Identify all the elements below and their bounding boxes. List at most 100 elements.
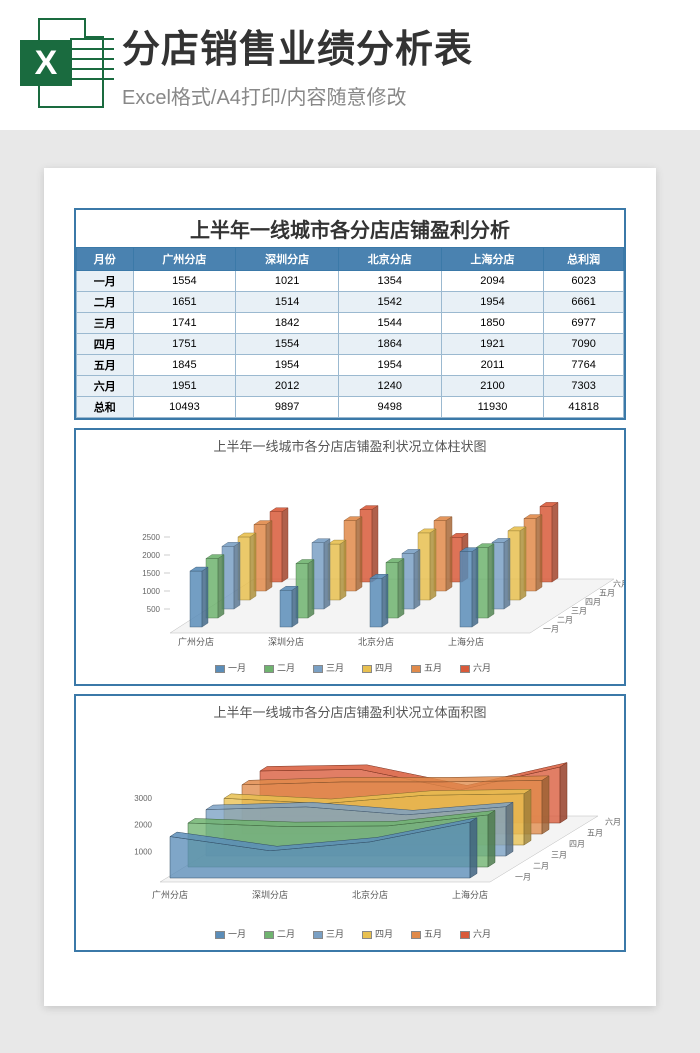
table-row: 总和10493989794981193041818 bbox=[77, 397, 624, 418]
table-cell: 1951 bbox=[133, 376, 236, 397]
table-cell: 2094 bbox=[441, 271, 544, 292]
area-chart-legend: 一月二月三月四月五月六月 bbox=[76, 923, 624, 944]
table-header-cell: 深圳分店 bbox=[236, 248, 339, 271]
svg-text:三月: 三月 bbox=[571, 607, 587, 616]
svg-text:三月: 三月 bbox=[551, 851, 567, 860]
table-cell: 10493 bbox=[133, 397, 236, 418]
svg-text:五月: 五月 bbox=[587, 829, 603, 838]
svg-text:广州分店: 广州分店 bbox=[178, 636, 214, 647]
data-table-container: 上半年一线城市各分店店铺盈利分析 月份广州分店深圳分店北京分店上海分店总利润 一… bbox=[74, 208, 626, 420]
area-chart-title: 上半年一线城市各分店店铺盈利状况立体面积图 bbox=[76, 696, 624, 723]
table-cell: 6977 bbox=[544, 313, 624, 334]
table-title: 上半年一线城市各分店店铺盈利分析 bbox=[76, 210, 624, 247]
table-cell: 1954 bbox=[441, 292, 544, 313]
table-cell: 6023 bbox=[544, 271, 624, 292]
table-cell: 7090 bbox=[544, 334, 624, 355]
svg-text:北京分店: 北京分店 bbox=[352, 889, 388, 900]
document-page: 包图网 包图网 包图网 包图网 上半年一线城市各分店店铺盈利分析 月份广州分店深… bbox=[44, 168, 656, 1006]
excel-icon: X bbox=[20, 18, 104, 108]
table-row: 三月17411842154418506977 bbox=[77, 313, 624, 334]
svg-text:深圳分店: 深圳分店 bbox=[268, 636, 304, 647]
bar-chart-title: 上半年一线城市各分店店铺盈利状况立体柱状图 bbox=[76, 430, 624, 457]
table-cell: 9897 bbox=[236, 397, 339, 418]
table-header-cell: 广州分店 bbox=[133, 248, 236, 271]
bar-chart-container: 上半年一线城市各分店店铺盈利状况立体柱状图 500 1000 1500 2000 250… bbox=[74, 428, 626, 686]
table-row: 一月15541021135420946023 bbox=[77, 271, 624, 292]
area-chart-svg: 1000 2000 3000 一月二月三月四月五月六月广州分店 深圳分店 北京分店 上海分店 bbox=[76, 723, 624, 923]
page-subtitle: Excel格式/A4打印/内容随意修改 bbox=[122, 81, 680, 110]
table-row: 五月18451954195420117764 bbox=[77, 355, 624, 376]
table-cell: 1842 bbox=[236, 313, 339, 334]
table-cell: 1554 bbox=[236, 334, 339, 355]
svg-text:四月: 四月 bbox=[585, 598, 601, 607]
svg-text:二月: 二月 bbox=[533, 862, 549, 871]
table-cell: 1751 bbox=[133, 334, 236, 355]
table-row: 二月16511514154219546661 bbox=[77, 292, 624, 313]
table-row: 六月19512012124021007303 bbox=[77, 376, 624, 397]
table-cell: 四月 bbox=[77, 334, 134, 355]
table-cell: 1651 bbox=[133, 292, 236, 313]
table-cell: 7303 bbox=[544, 376, 624, 397]
svg-text:六月: 六月 bbox=[613, 579, 624, 589]
svg-text:广州分店: 广州分店 bbox=[152, 889, 188, 900]
table-cell: 1850 bbox=[441, 313, 544, 334]
table-header-cell: 上海分店 bbox=[441, 248, 544, 271]
svg-text:1000: 1000 bbox=[142, 587, 160, 596]
table-cell: 11930 bbox=[441, 397, 544, 418]
table-cell: 三月 bbox=[77, 313, 134, 334]
table-header-cell: 北京分店 bbox=[338, 248, 441, 271]
svg-text:深圳分店: 深圳分店 bbox=[252, 889, 288, 900]
table-cell: 1514 bbox=[236, 292, 339, 313]
table-cell: 二月 bbox=[77, 292, 134, 313]
svg-text:500: 500 bbox=[147, 605, 161, 614]
table-cell: 1542 bbox=[338, 292, 441, 313]
svg-text:六月: 六月 bbox=[605, 817, 621, 827]
svg-text:3000: 3000 bbox=[134, 794, 152, 803]
svg-text:四月: 四月 bbox=[569, 840, 585, 849]
svg-text:2500: 2500 bbox=[142, 533, 160, 542]
page-title: 分店销售业绩分析表 bbox=[122, 18, 680, 73]
svg-text:1500: 1500 bbox=[142, 569, 160, 578]
bar-chart-legend: 一月二月三月四月五月六月 bbox=[76, 657, 624, 678]
svg-text:1000: 1000 bbox=[134, 847, 152, 856]
table-cell: 2100 bbox=[441, 376, 544, 397]
template-header: X 分店销售业绩分析表 Excel格式/A4打印/内容随意修改 bbox=[0, 0, 700, 130]
svg-text:二月: 二月 bbox=[557, 616, 573, 625]
table-cell: 1021 bbox=[236, 271, 339, 292]
table-cell: 五月 bbox=[77, 355, 134, 376]
table-cell: 一月 bbox=[77, 271, 134, 292]
svg-text:北京分店: 北京分店 bbox=[358, 636, 394, 647]
table-cell: 7764 bbox=[544, 355, 624, 376]
table-header-cell: 总利润 bbox=[544, 248, 624, 271]
svg-text:上海分店: 上海分店 bbox=[448, 636, 484, 647]
svg-text:2000: 2000 bbox=[134, 821, 152, 830]
table-cell: 1554 bbox=[133, 271, 236, 292]
data-table: 月份广州分店深圳分店北京分店上海分店总利润 一月1554102113542094… bbox=[76, 247, 624, 418]
svg-text:上海分店: 上海分店 bbox=[452, 889, 488, 900]
table-cell: 1864 bbox=[338, 334, 441, 355]
excel-badge-letter: X bbox=[20, 40, 72, 86]
table-cell: 2012 bbox=[236, 376, 339, 397]
table-cell: 6661 bbox=[544, 292, 624, 313]
svg-text:一月: 一月 bbox=[515, 873, 531, 882]
table-cell: 9498 bbox=[338, 397, 441, 418]
svg-text:五月: 五月 bbox=[599, 589, 615, 598]
bar-chart-svg: 500 1000 1500 2000 2500 一月二月三月四月五月六月广州分店 深圳分店 北… bbox=[76, 457, 624, 657]
table-row: 四月17511554186419217090 bbox=[77, 334, 624, 355]
table-cell: 1354 bbox=[338, 271, 441, 292]
table-cell: 总和 bbox=[77, 397, 134, 418]
table-cell: 2011 bbox=[441, 355, 544, 376]
table-cell: 六月 bbox=[77, 376, 134, 397]
table-cell: 1741 bbox=[133, 313, 236, 334]
svg-text:一月: 一月 bbox=[543, 625, 559, 634]
area-chart-container: 上半年一线城市各分店店铺盈利状况立体面积图 1000 2000 3000 一月二月三月… bbox=[74, 694, 626, 952]
table-cell: 1954 bbox=[338, 355, 441, 376]
table-cell: 41818 bbox=[544, 397, 624, 418]
table-cell: 1954 bbox=[236, 355, 339, 376]
svg-text:2000: 2000 bbox=[142, 551, 160, 560]
table-cell: 1240 bbox=[338, 376, 441, 397]
table-cell: 1845 bbox=[133, 355, 236, 376]
table-cell: 1544 bbox=[338, 313, 441, 334]
table-header-cell: 月份 bbox=[77, 248, 134, 271]
table-cell: 1921 bbox=[441, 334, 544, 355]
